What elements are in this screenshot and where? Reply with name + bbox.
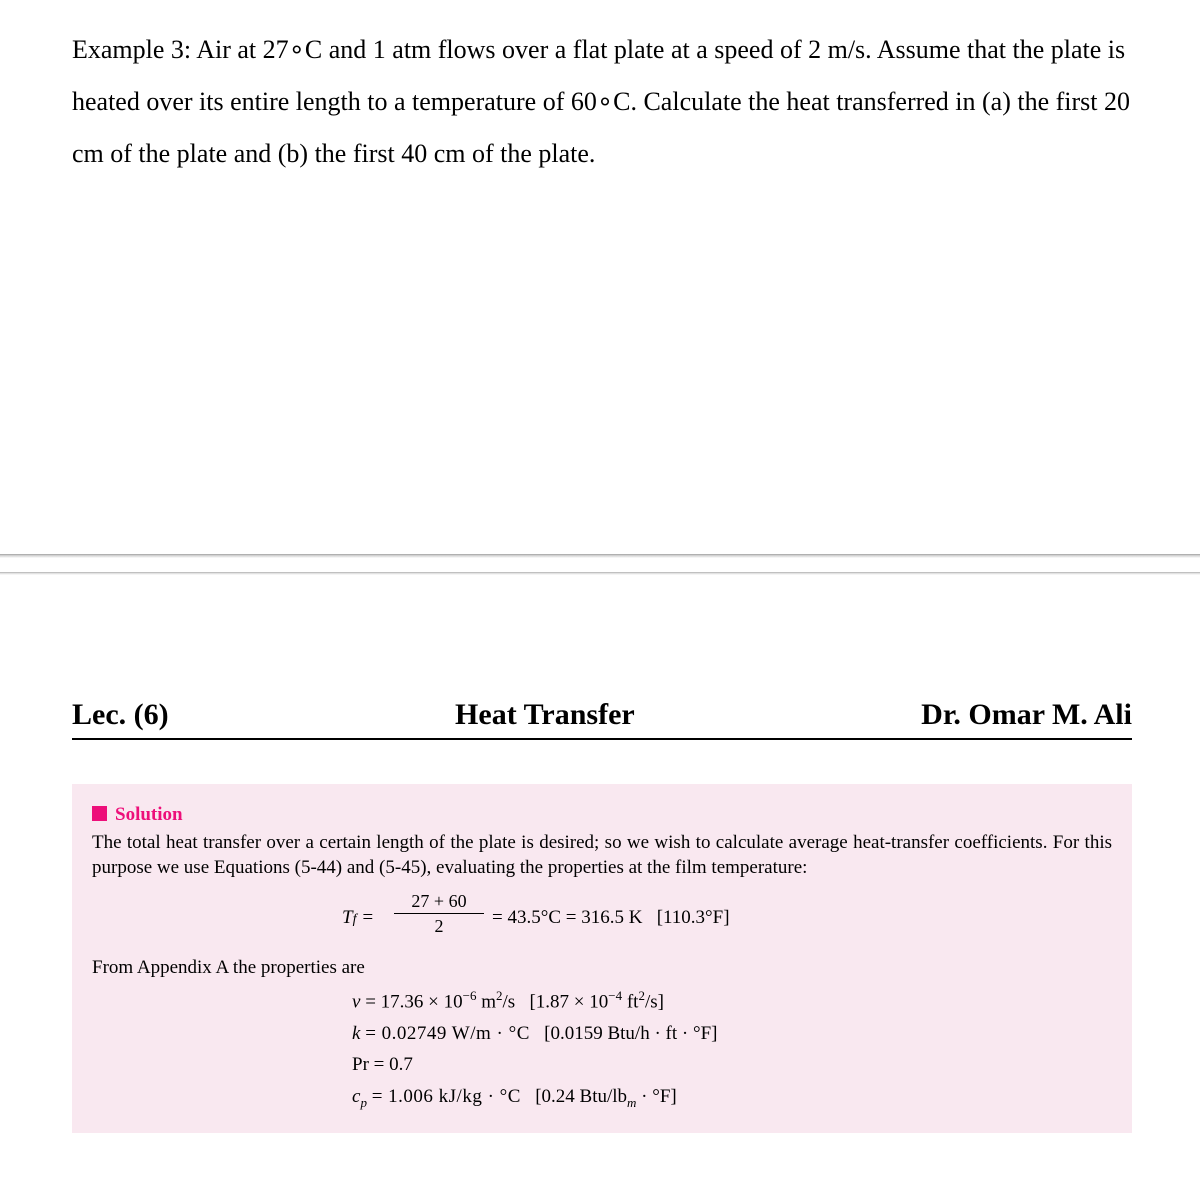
page-divider-top <box>0 554 1200 558</box>
film-temp-result: = 43.5°C = 316.5 K [110.3°F] <box>492 905 730 931</box>
page-divider-bottom <box>0 572 1200 575</box>
property-cp: cp = 1.006 kJ/kg · °C [0.24 Btu/lbm · °F… <box>352 1084 1112 1111</box>
film-temp-lhs: Tf = <box>342 905 374 931</box>
solution-intro: The total heat transfer over a certain l… <box>92 830 1112 881</box>
solution-box: Solution The total heat transfer over a … <box>72 784 1132 1133</box>
header-left: Lec. (6) <box>72 698 169 732</box>
fraction-denominator: 2 <box>394 914 484 938</box>
property-pr: Pr = 0.7 <box>352 1052 1112 1078</box>
header-center: Heat Transfer <box>455 698 635 732</box>
solution-label: Solution <box>115 804 183 825</box>
property-k: k = 0.02749 W/m · °C [0.0159 Btu/h · ft … <box>352 1021 1112 1047</box>
solution-bullet-icon <box>92 806 107 821</box>
property-nu: ν = 17.36 × 10−6 m2/s [1.87 × 10−4 ft2/s… <box>352 987 1112 1015</box>
header-right: Dr. Omar M. Ali <box>921 698 1132 732</box>
solution-heading: Solution <box>92 802 1112 828</box>
problem-text-content: Example 3: Air at 27∘C and 1 atm flows o… <box>72 35 1130 168</box>
film-temp-equation: Tf = 27 + 60 2 = 43.5°C = 316.5 K [110.3… <box>92 889 1112 945</box>
film-temp-fraction: 27 + 60 2 <box>394 889 484 939</box>
fraction-numerator: 27 + 60 <box>394 889 484 914</box>
problem-statement: Example 3: Air at 27∘C and 1 atm flows o… <box>72 24 1132 180</box>
page-header: Lec. (6) Heat Transfer Dr. Omar M. Ali <box>72 698 1132 740</box>
properties-intro: From Appendix A the properties are <box>92 955 1112 981</box>
